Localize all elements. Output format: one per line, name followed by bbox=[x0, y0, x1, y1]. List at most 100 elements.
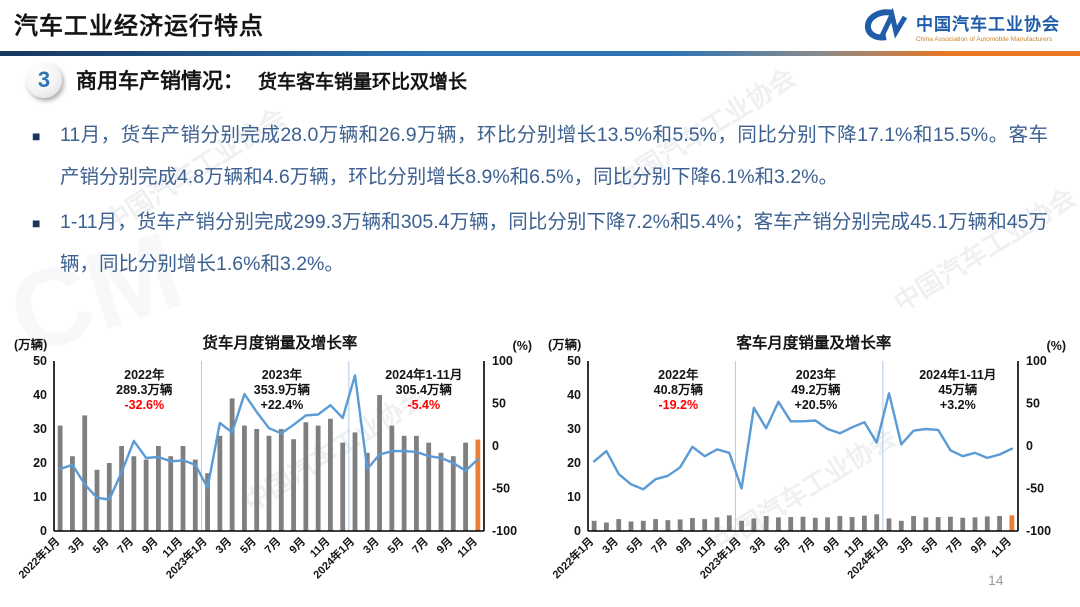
section-heading-sub: 货车客车销量环比双增长 bbox=[258, 71, 468, 93]
annotation-year: 2022年 bbox=[658, 367, 699, 382]
sales-bar bbox=[604, 522, 609, 531]
sales-bar bbox=[266, 435, 272, 531]
sales-bar bbox=[192, 459, 198, 531]
annotation-growth-pct: -19.2% bbox=[658, 398, 698, 412]
bullet-list: 11月，货车产销分别完成28.0万辆和26.9万辆，环比分别增长13.5%和5.… bbox=[32, 114, 1048, 288]
left-axis-tick-label: 0 bbox=[40, 524, 47, 538]
sales-bar bbox=[94, 469, 100, 531]
annotation-year: 2024年1-11月 bbox=[919, 367, 996, 382]
x-axis-tick-label: 3月 bbox=[66, 535, 87, 556]
sales-bar bbox=[389, 425, 395, 531]
sales-bar bbox=[997, 516, 1002, 531]
sales-bar bbox=[739, 520, 744, 531]
left-axis-tick-label: 30 bbox=[33, 422, 47, 436]
x-axis-tick-label: 7月 bbox=[649, 535, 670, 556]
x-axis-tick-label: 3月 bbox=[747, 535, 768, 556]
left-axis-tick-label: 50 bbox=[567, 354, 581, 368]
sales-bar bbox=[849, 517, 855, 531]
section-heading: 3 商用车产销情况： 货车客车销量环比双增长 bbox=[26, 62, 467, 98]
sales-bar bbox=[898, 520, 904, 531]
sales-bar bbox=[591, 520, 597, 531]
truck-chart-left-axis-unit: (万辆) bbox=[14, 338, 48, 352]
sales-bar bbox=[217, 435, 223, 531]
caam-logo: 中国汽车工业协会 China Association of Automobile… bbox=[862, 8, 1060, 44]
page-title: 汽车工业经济运行特点 bbox=[14, 13, 264, 40]
sales-bar bbox=[463, 442, 468, 531]
sales-bar bbox=[426, 442, 432, 531]
sales-bar bbox=[960, 517, 966, 531]
sales-bar bbox=[874, 514, 880, 531]
truck-chart: (万辆) 货车月度销量及增长率 (%) 50 40 30 20 10 0 100 50 0 -50… bbox=[14, 327, 532, 591]
annotation-volume: 40.8万辆 bbox=[654, 382, 704, 397]
sales-bar bbox=[438, 452, 444, 531]
sales-bar bbox=[352, 432, 358, 531]
x-axis-tick-label: 9月 bbox=[434, 535, 455, 556]
sales-bar bbox=[628, 521, 634, 531]
x-axis-tick-label: 2022年1月 bbox=[549, 534, 596, 581]
sales-bar bbox=[414, 435, 419, 531]
x-axis-tick-label: 7月 bbox=[262, 535, 283, 556]
caam-logo-mark bbox=[864, 8, 908, 41]
sales-bar bbox=[665, 520, 671, 531]
x-axis-tick-label: 9月 bbox=[673, 535, 694, 556]
annotation-growth-pct: -5.4% bbox=[407, 398, 440, 412]
sales-bar bbox=[291, 439, 296, 531]
sales-bar bbox=[640, 520, 646, 531]
sales-bar bbox=[57, 425, 63, 531]
sales-bar bbox=[450, 456, 456, 531]
sales-bar bbox=[156, 446, 161, 531]
sales-bar bbox=[984, 516, 990, 531]
x-axis-tick-label: 11月 bbox=[455, 535, 480, 560]
x-axis-tick-label: 7月 bbox=[410, 535, 431, 556]
section-number-badge: 3 bbox=[26, 62, 62, 98]
sales-bar bbox=[886, 518, 892, 531]
sales-bar bbox=[475, 439, 481, 531]
x-axis-tick-label: 3月 bbox=[894, 535, 915, 556]
bus-chart-right-axis-unit: (%) bbox=[1046, 339, 1066, 353]
x-axis-tick-label: 7月 bbox=[115, 535, 136, 556]
right-axis-tick-label: 100 bbox=[1026, 354, 1047, 368]
annotation-volume: 353.9万辆 bbox=[254, 382, 311, 397]
sales-bar bbox=[972, 517, 978, 531]
right-axis-tick-label: -100 bbox=[1026, 524, 1051, 538]
x-axis-tick-label: 11月 bbox=[989, 535, 1014, 560]
sales-bar bbox=[180, 446, 186, 531]
x-axis-tick-label: 7月 bbox=[944, 535, 965, 556]
x-axis-tick-label: 5月 bbox=[772, 535, 793, 556]
charts-row: (万辆) 货车月度销量及增长率 (%) 50 40 30 20 10 0 100 50 0 -50… bbox=[0, 327, 1080, 591]
sales-bar bbox=[948, 516, 953, 531]
sales-bar bbox=[377, 395, 382, 531]
sales-bar bbox=[677, 519, 683, 531]
right-axis-tick-label: 0 bbox=[492, 439, 499, 453]
annotation-growth-pct: +3.2% bbox=[940, 398, 976, 412]
sales-bar bbox=[254, 429, 260, 531]
sales-bar bbox=[702, 519, 708, 531]
right-axis-tick-label: 0 bbox=[1026, 439, 1033, 453]
right-axis-tick-label: 50 bbox=[492, 397, 506, 411]
section-heading-main: 商用车产销情况： bbox=[76, 70, 244, 93]
bus-chart-title: 客车月度销量及增长率 bbox=[736, 335, 892, 352]
left-axis-tick-label: 40 bbox=[567, 388, 581, 402]
sales-bar bbox=[825, 517, 830, 531]
x-axis-tick-label: 5月 bbox=[919, 535, 940, 556]
sales-bar bbox=[788, 517, 794, 531]
annotation-year: 2023年 bbox=[262, 367, 303, 382]
sales-bar bbox=[726, 515, 732, 531]
x-axis-tick-label: 7月 bbox=[796, 535, 817, 556]
sales-bar bbox=[751, 518, 757, 531]
sales-bar bbox=[119, 446, 124, 531]
sales-bars bbox=[591, 514, 1015, 531]
sales-bar bbox=[776, 517, 781, 531]
growth-rate-line bbox=[58, 374, 480, 501]
sales-bar bbox=[242, 425, 247, 531]
sales-bar bbox=[229, 398, 235, 531]
bullet-item-2: 1-11月，货车产销分别完成299.3万辆和305.4万辆，同比分别下降7.2%… bbox=[32, 201, 1048, 285]
sales-bar bbox=[70, 456, 75, 531]
sales-bar bbox=[340, 442, 346, 531]
right-axis-tick-label: 100 bbox=[492, 354, 513, 368]
sales-bar bbox=[653, 519, 658, 531]
x-axis-tick-label: 9月 bbox=[287, 535, 308, 556]
sales-bar bbox=[862, 515, 867, 531]
